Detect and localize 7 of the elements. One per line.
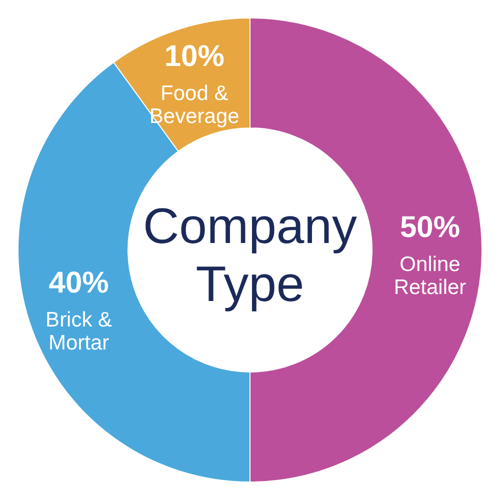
slice-label: Brick & Mortar [46, 308, 112, 355]
data-label: 50% [400, 211, 460, 244]
slice-label: Online Retailer [394, 253, 466, 299]
data-label: 40% [48, 266, 109, 300]
data-label: 10% [164, 40, 224, 73]
slice-label: Food & Beverage [149, 82, 240, 128]
text: Company Type [143, 198, 357, 312]
